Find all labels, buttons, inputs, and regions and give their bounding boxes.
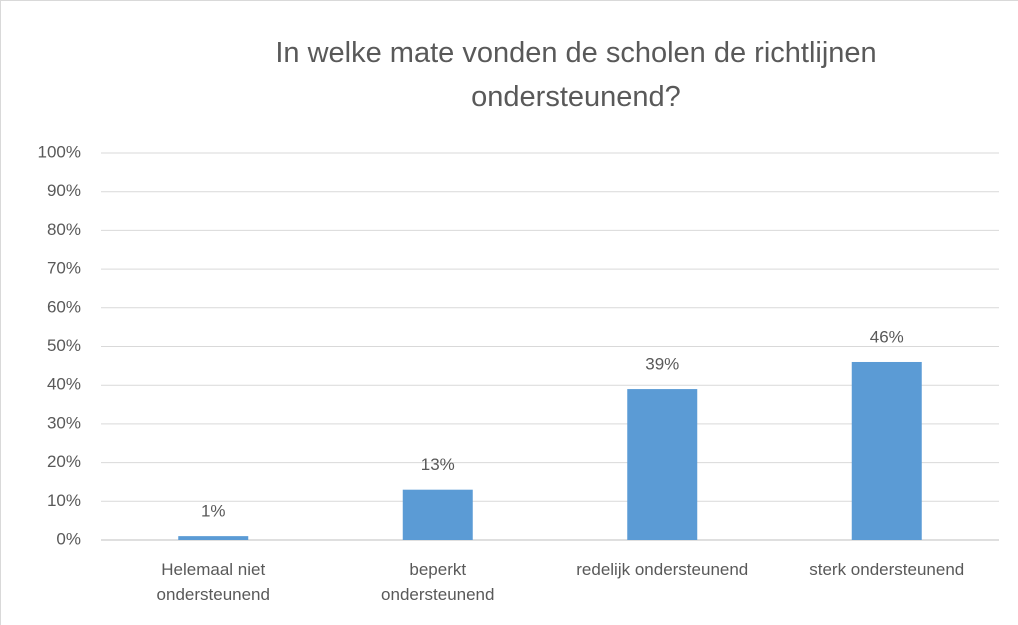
data-label: 46% [870, 327, 904, 346]
chart-title: In welke mate vonden de scholen de richt… [275, 37, 877, 113]
bar [851, 361, 922, 540]
bar [178, 536, 249, 540]
data-label: 13% [421, 455, 455, 474]
y-tick-label: 10% [47, 491, 81, 510]
y-tick-label: 60% [47, 297, 81, 316]
y-tick-label: 50% [47, 336, 81, 355]
y-tick-label: 40% [47, 375, 81, 394]
data-label: 39% [645, 355, 679, 374]
data-label: 1% [201, 502, 226, 521]
y-tick-label: 20% [47, 452, 81, 471]
x-tick-label: sterk ondersteunend [809, 560, 965, 579]
y-tick-label: 70% [47, 259, 81, 278]
y-tick-label: 80% [47, 220, 81, 239]
y-tick-label: 100% [38, 142, 81, 161]
y-tick-label: 90% [47, 181, 81, 200]
y-tick-label: 30% [47, 413, 81, 432]
y-tick-label: 0% [56, 529, 81, 548]
x-tick-label: redelijk ondersteunend [576, 560, 749, 579]
bar [402, 489, 473, 540]
x-tick-label: beperkt ondersteunend [381, 560, 495, 604]
x-tick-label: Helemaal niet ondersteunend [156, 560, 270, 604]
bar [627, 389, 698, 540]
